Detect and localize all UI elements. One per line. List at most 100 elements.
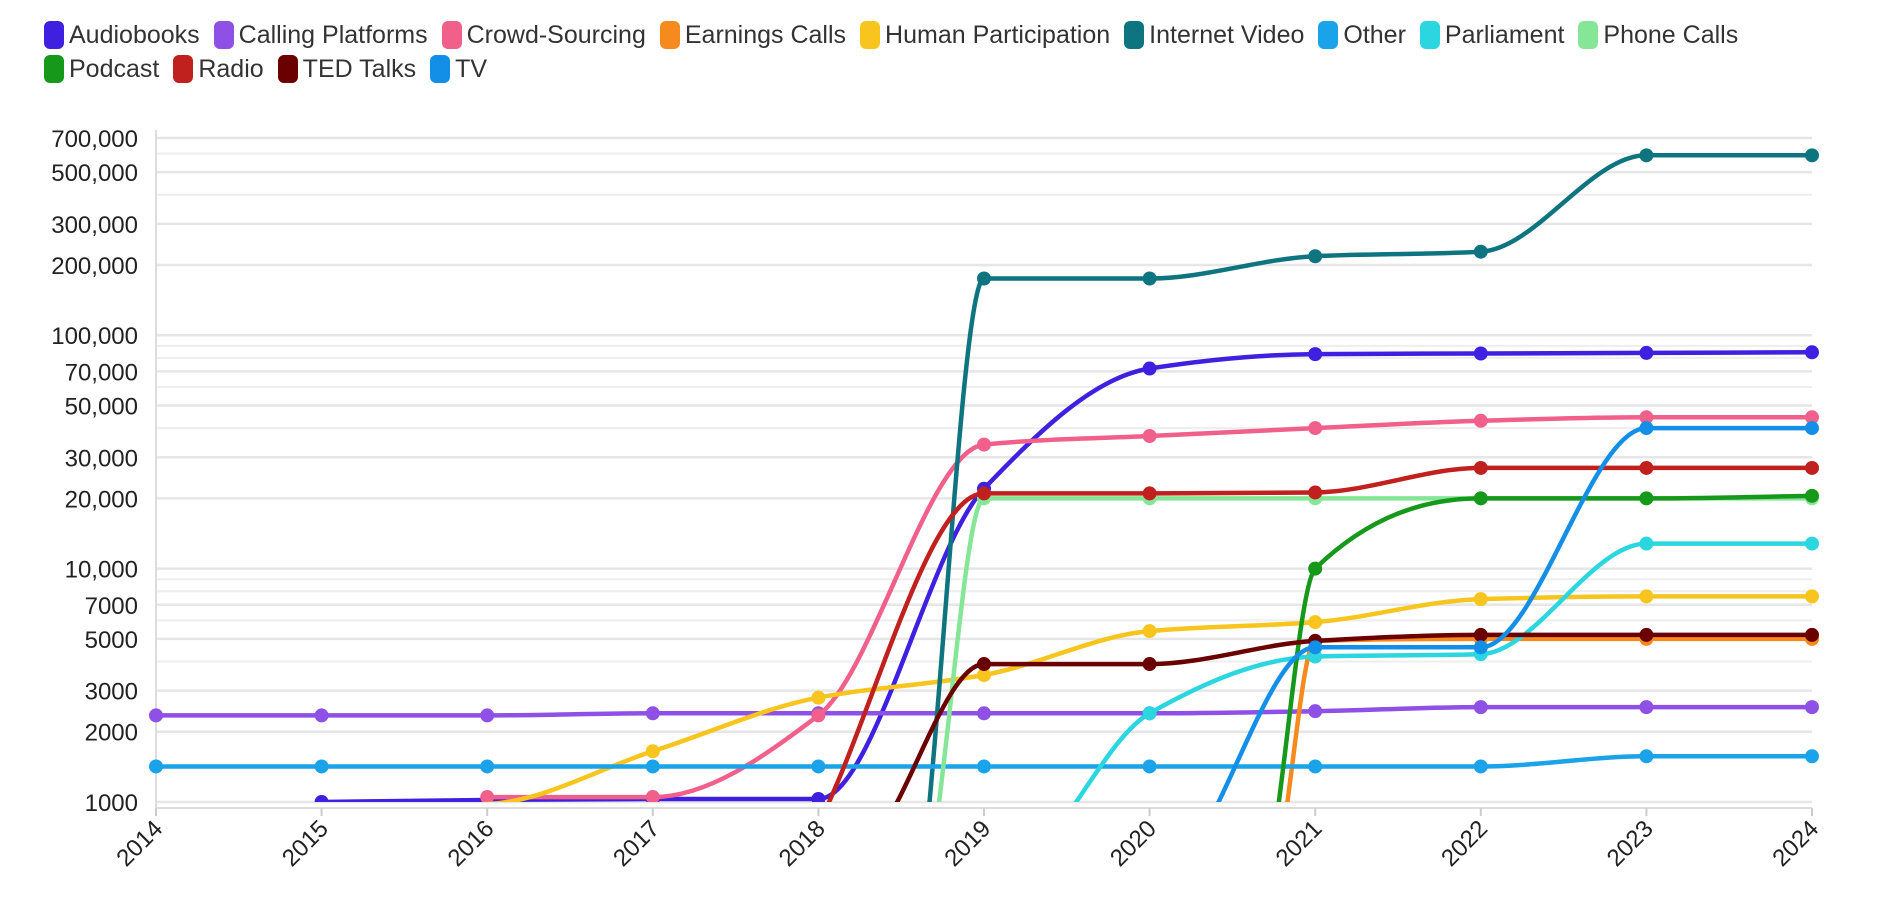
- data-point[interactable]: [1473, 640, 1488, 655]
- data-point[interactable]: [977, 759, 991, 774]
- data-point[interactable]: [1308, 615, 1323, 630]
- data-point[interactable]: [1308, 347, 1323, 362]
- data-point[interactable]: [1473, 346, 1488, 361]
- data-point[interactable]: [1142, 657, 1157, 672]
- data-point[interactable]: [1142, 429, 1157, 444]
- data-point[interactable]: [977, 486, 991, 501]
- legend-item-ted-talks[interactable]: TED Talks: [277, 55, 416, 84]
- data-point[interactable]: [1639, 345, 1654, 360]
- data-point[interactable]: [1473, 460, 1488, 475]
- y-tick-label: 20,000: [65, 486, 138, 513]
- data-point[interactable]: [645, 759, 660, 774]
- y-tick-label: 70,000: [65, 359, 138, 386]
- legend-item-audiobooks[interactable]: Audiobooks: [44, 21, 200, 50]
- data-point[interactable]: [1142, 486, 1157, 501]
- data-point[interactable]: [1639, 421, 1654, 436]
- data-point[interactable]: [1639, 148, 1654, 163]
- data-point[interactable]: [480, 759, 495, 774]
- data-point[interactable]: [1805, 700, 1819, 715]
- data-point[interactable]: [1639, 536, 1654, 551]
- legend-label: Human Participation: [885, 20, 1111, 49]
- data-point[interactable]: [1142, 271, 1157, 286]
- data-point[interactable]: [1473, 592, 1488, 607]
- data-point[interactable]: [977, 271, 991, 286]
- data-point[interactable]: [1639, 410, 1654, 425]
- data-point[interactable]: [149, 708, 163, 723]
- data-point[interactable]: [1308, 759, 1323, 774]
- data-point[interactable]: [1142, 706, 1157, 721]
- data-point[interactable]: [1473, 244, 1488, 259]
- legend-item-tv[interactable]: TV: [430, 55, 487, 84]
- data-point[interactable]: [977, 706, 991, 721]
- legend-item-earnings-calls[interactable]: Earnings Calls: [659, 20, 847, 50]
- data-point[interactable]: [1805, 589, 1819, 604]
- data-point[interactable]: [1805, 536, 1819, 551]
- legend-swatch: [430, 55, 451, 83]
- data-point[interactable]: [149, 759, 163, 774]
- data-point[interactable]: [1639, 749, 1654, 764]
- data-point[interactable]: [1473, 491, 1488, 506]
- x-tick-label: 2018: [774, 815, 831, 872]
- legend-swatch: [441, 21, 462, 49]
- data-point[interactable]: [1639, 460, 1654, 475]
- data-point[interactable]: [314, 708, 329, 723]
- data-point[interactable]: [645, 706, 660, 721]
- data-point[interactable]: [1473, 627, 1488, 642]
- data-point[interactable]: [1805, 345, 1819, 360]
- data-point[interactable]: [977, 437, 991, 452]
- legend-item-crowd-sourcing[interactable]: Crowd-Sourcing: [441, 20, 646, 50]
- legend-swatch: [1578, 21, 1599, 49]
- legend-item-parliament[interactable]: Parliament: [1419, 21, 1564, 50]
- legend-item-human-participation[interactable]: Human Participation: [860, 21, 1110, 50]
- data-point[interactable]: [1639, 491, 1654, 506]
- legend-row: Podcast Radio TED Talks TV: [44, 52, 1854, 86]
- data-point[interactable]: [1639, 589, 1654, 604]
- data-point[interactable]: [1308, 640, 1323, 655]
- legend-item-phone-calls[interactable]: Phone Calls: [1578, 21, 1738, 50]
- data-point[interactable]: [1142, 624, 1157, 639]
- data-point[interactable]: [811, 690, 826, 705]
- data-point[interactable]: [1308, 704, 1323, 719]
- data-point[interactable]: [1805, 749, 1819, 764]
- data-point[interactable]: [1142, 759, 1157, 774]
- data-point[interactable]: [977, 657, 991, 672]
- data-point[interactable]: [480, 790, 495, 804]
- data-point[interactable]: [1308, 421, 1323, 436]
- data-point[interactable]: [1805, 410, 1819, 425]
- data-point[interactable]: [1805, 460, 1819, 475]
- data-point[interactable]: [811, 708, 826, 723]
- legend-item-podcast[interactable]: Podcast: [44, 55, 159, 84]
- data-point[interactable]: [1639, 627, 1654, 642]
- data-point[interactable]: [645, 744, 660, 759]
- legend-item-radio[interactable]: Radio: [173, 55, 264, 84]
- data-point[interactable]: [1805, 421, 1819, 436]
- x-tick-label: 2015: [277, 815, 334, 872]
- data-point[interactable]: [1308, 249, 1323, 264]
- x-tick-label: 2020: [1105, 815, 1162, 872]
- data-point[interactable]: [314, 795, 329, 809]
- data-point[interactable]: [1473, 759, 1488, 774]
- data-point[interactable]: [480, 708, 495, 723]
- data-point[interactable]: [1308, 561, 1323, 576]
- data-point[interactable]: [1805, 488, 1819, 503]
- x-tick-label: 2021: [1271, 815, 1328, 872]
- legend-item-other[interactable]: Other: [1318, 21, 1406, 50]
- legend-item-internet-video[interactable]: Internet Video: [1124, 21, 1304, 50]
- data-point[interactable]: [1308, 485, 1323, 500]
- data-point[interactable]: [1639, 700, 1654, 715]
- data-point[interactable]: [645, 790, 660, 804]
- data-point[interactable]: [1805, 627, 1819, 642]
- data-point[interactable]: [314, 759, 329, 774]
- legend-item-calling-platforms[interactable]: Calling Platforms: [213, 21, 428, 50]
- data-point[interactable]: [811, 759, 826, 774]
- data-point[interactable]: [1805, 148, 1819, 163]
- legend-label: Earnings Calls: [684, 20, 847, 49]
- data-point[interactable]: [811, 792, 826, 806]
- data-point[interactable]: [1473, 413, 1488, 428]
- legend-label: Crowd-Sourcing: [466, 20, 646, 49]
- data-point[interactable]: [1142, 361, 1157, 376]
- data-point[interactable]: [1473, 700, 1488, 715]
- y-tick-label: 7000: [85, 593, 138, 620]
- legend-swatch: [860, 21, 881, 49]
- data-point[interactable]: [977, 668, 991, 683]
